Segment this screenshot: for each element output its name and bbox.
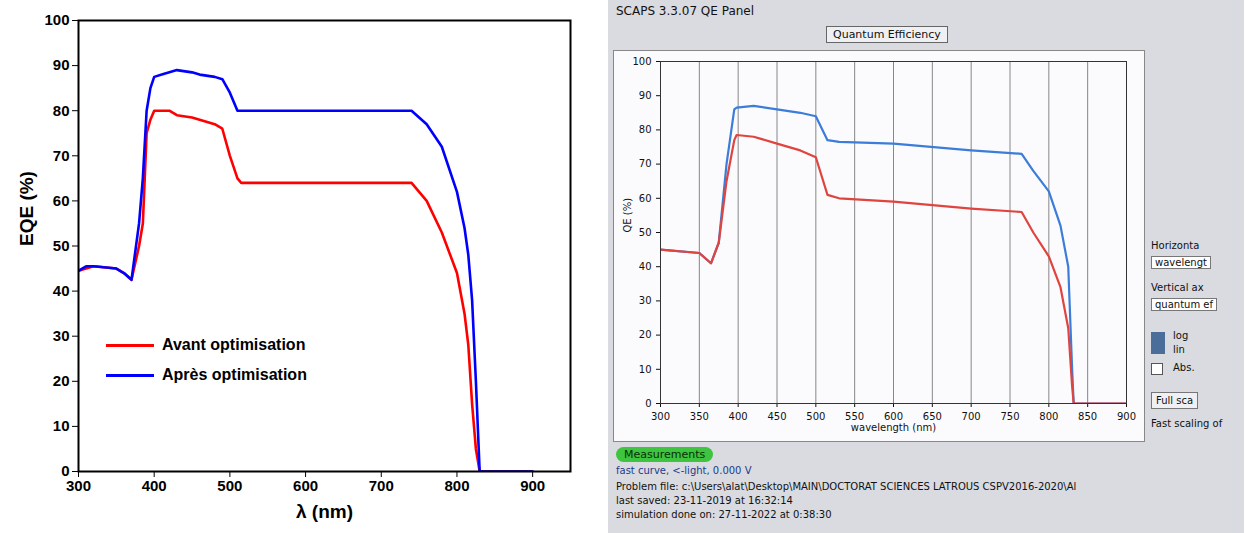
html-text:log: log [1173, 330, 1189, 341]
html-text:Horizonta: Horizonta [1151, 240, 1200, 251]
svg-text:80: 80 [53, 102, 70, 119]
svg-text:800: 800 [1039, 411, 1058, 422]
svg-text:wavelength (nm): wavelength (nm) [851, 422, 936, 433]
svg-text:70: 70 [639, 158, 652, 169]
svg-text:0: 0 [645, 398, 651, 409]
svg-text:λ (nm): λ (nm) [296, 501, 353, 522]
svg-text:800: 800 [444, 477, 469, 494]
html-text:quantum ef: quantum ef [1155, 299, 1213, 310]
html-text:last saved: 23-11-2019 at 16:3: last saved: 23-11-2019 at 16:32:14 [616, 495, 793, 506]
svg-text:500: 500 [806, 411, 825, 422]
svg-text:90: 90 [53, 56, 70, 73]
html-text:SCAPS 3.3.07 QE Panel: SCAPS 3.3.07 QE Panel [616, 4, 755, 18]
svg-text:900: 900 [1117, 411, 1136, 422]
html-text:wavelengt: wavelengt [1155, 257, 1207, 268]
svg-text:700: 700 [369, 477, 394, 494]
svg-text:50: 50 [53, 237, 70, 254]
svg-text:EQE (%): EQE (%) [16, 171, 37, 246]
html-text:fast curve, <-light, 0.000 V: fast curve, <-light, 0.000 V [616, 465, 752, 476]
svg-text:600: 600 [293, 477, 318, 494]
svg-text:0: 0 [61, 462, 69, 479]
html-text:simulation done on: 27-11-2022: simulation done on: 27-11-2022 at 0:38:3… [616, 509, 832, 520]
svg-text:70: 70 [53, 147, 70, 164]
html-text:Fast scaling of: Fast scaling of [1151, 418, 1223, 429]
svg-text:40: 40 [639, 261, 652, 272]
svg-text:450: 450 [767, 411, 786, 422]
svg-text:60: 60 [639, 193, 652, 204]
svg-text:400: 400 [142, 477, 167, 494]
html-text:Problem file: c:\Users\alat\De: Problem file: c:\Users\alat\Desktop\MAIN… [616, 481, 1077, 492]
svg-text:10: 10 [639, 364, 652, 375]
svg-text:550: 550 [845, 411, 864, 422]
html-text:lin: lin [1173, 344, 1185, 355]
html-text:Avant optimisation: Avant optimisation [162, 336, 306, 353]
html-text:Quantum Efficiency: Quantum Efficiency [833, 28, 941, 41]
svg-text:100: 100 [632, 56, 651, 67]
html-text:Full sca: Full sca [1156, 395, 1194, 406]
svg-text:50: 50 [639, 227, 652, 238]
svg-text:900: 900 [520, 477, 545, 494]
svg-text:600: 600 [884, 411, 903, 422]
svg-text:40: 40 [53, 282, 70, 299]
svg-text:30: 30 [53, 327, 70, 344]
svg-text:500: 500 [217, 477, 242, 494]
svg-text:20: 20 [639, 329, 652, 340]
svg-text:80: 80 [639, 124, 652, 135]
svg-text:60: 60 [53, 192, 70, 209]
svg-text:850: 850 [1078, 411, 1097, 422]
svg-text:400: 400 [729, 411, 748, 422]
svg-text:700: 700 [962, 411, 981, 422]
html-text:Vertical ax: Vertical ax [1151, 282, 1204, 293]
svg-text:650: 650 [923, 411, 942, 422]
html-text:Après optimisation: Après optimisation [162, 366, 307, 383]
svg-text:750: 750 [1000, 411, 1019, 422]
svg-text:350: 350 [690, 411, 709, 422]
svg-text:10: 10 [53, 417, 70, 434]
svg-text:30: 30 [639, 295, 652, 306]
svg-text:100: 100 [44, 11, 69, 28]
svg-text:300: 300 [66, 477, 91, 494]
svg-text:300: 300 [651, 411, 670, 422]
svg-text:90: 90 [639, 90, 652, 101]
svg-text:QE (%): QE (%) [622, 198, 633, 233]
html-text:Measurements: Measurements [624, 448, 706, 461]
html-text:Abs.: Abs. [1173, 362, 1195, 373]
svg-text:20: 20 [53, 372, 70, 389]
